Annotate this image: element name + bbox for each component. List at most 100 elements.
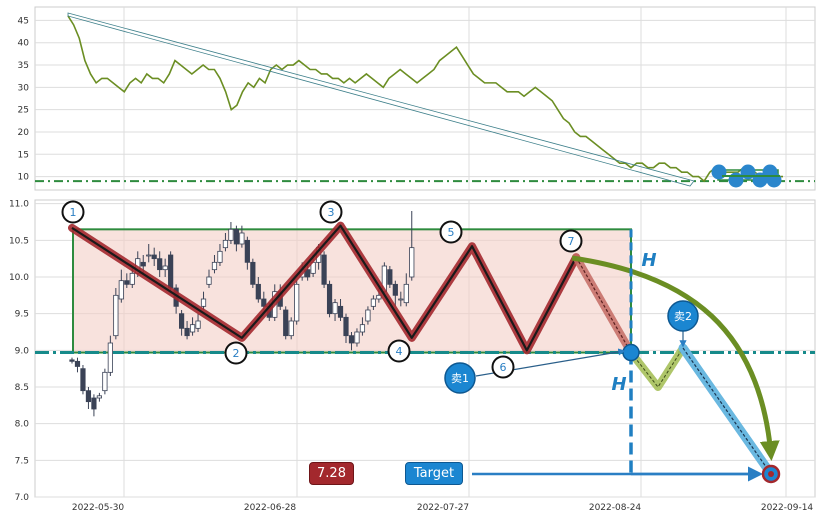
candle-down	[261, 298, 267, 307]
pivot-circle	[224, 341, 248, 365]
candle-down	[283, 309, 289, 337]
candle-up	[211, 261, 218, 271]
candle-up	[189, 324, 196, 333]
pivot-circle	[61, 200, 85, 224]
sell2-marker	[667, 300, 699, 332]
candle-down	[244, 239, 250, 263]
sell1-marker	[444, 362, 476, 394]
breakdown-point	[622, 343, 640, 362]
bottom-y-tick-label: 7.5	[15, 456, 29, 466]
candle-down	[151, 254, 157, 260]
candle-down	[168, 254, 174, 289]
pivot-label: 1	[70, 206, 77, 219]
candle-up	[107, 342, 113, 373]
top-y-tick-label: 20	[18, 128, 30, 138]
candle-up	[113, 294, 119, 337]
candle-up	[200, 298, 207, 307]
bottom-y-tick-label: 7.0	[15, 493, 30, 503]
candle-down	[387, 269, 393, 285]
x-tick-label: 2022-08-24	[589, 503, 642, 513]
height-label-lower: H	[611, 374, 626, 395]
top-price-line	[67, 15, 783, 183]
pivot-circle	[559, 229, 583, 253]
pivot-label: 5	[448, 226, 455, 239]
top-y-tick-label: 30	[18, 83, 30, 93]
top-marker-dot	[711, 164, 727, 180]
candle-up	[118, 280, 124, 300]
target-leg-core	[682, 347, 772, 475]
candle-up	[96, 395, 102, 399]
breakdown-projection-core	[575, 256, 632, 353]
top-trend-arrow	[67, 12, 695, 187]
candle-down	[74, 360, 81, 367]
candle-up	[195, 320, 201, 329]
bottom-y-tick-label: 8.0	[15, 420, 30, 430]
candle-up	[398, 298, 404, 301]
candle-down	[80, 368, 86, 392]
candle-down	[321, 254, 327, 285]
pivot-circle	[387, 339, 411, 363]
price-badge: 7.28	[309, 462, 354, 485]
bottom-y-tick-label: 9.0	[15, 346, 30, 356]
top-y-tick-label: 15	[18, 150, 29, 160]
top-y-tick-label: 10	[18, 173, 30, 183]
candle-up	[376, 294, 382, 300]
pivot-label: 2	[233, 347, 240, 360]
candle-down	[85, 390, 92, 403]
pivot-circle	[439, 220, 463, 244]
candle-up	[228, 228, 234, 241]
x-tick-label: 2022-05-30	[72, 503, 125, 513]
candle-up	[332, 302, 338, 315]
x-tick-label: 2022-06-28	[244, 503, 297, 513]
pivot-circle	[319, 200, 343, 224]
candle-down	[250, 261, 256, 285]
top-y-tick-label: 25	[18, 106, 29, 116]
candle-up	[354, 331, 360, 344]
x-tick-label: 2022-07-27	[417, 503, 469, 513]
candle-up	[206, 276, 212, 285]
bottom-y-tick-label: 8.5	[15, 383, 29, 393]
pullback-path	[627, 345, 687, 391]
candle-up	[129, 272, 135, 285]
candle-down	[348, 335, 355, 344]
zigzag-core	[71, 224, 578, 352]
candle-down	[233, 228, 239, 245]
candle-up	[359, 324, 366, 333]
candle-up	[162, 265, 168, 271]
candle-up	[288, 320, 294, 337]
pivot-label: 4	[396, 345, 403, 358]
candle-down	[69, 359, 75, 362]
candle-down	[178, 313, 185, 329]
candle-down	[255, 283, 261, 300]
candle-down	[305, 269, 311, 278]
x-tick-label: 2022-09-14	[761, 503, 814, 513]
pivot-circle	[491, 355, 515, 379]
top-y-tick-label: 40	[18, 39, 30, 49]
candle-down	[337, 305, 344, 318]
height-label-upper: H	[641, 250, 656, 271]
target-badge: Target	[405, 462, 463, 485]
candle-down	[91, 397, 97, 410]
candle-up	[217, 250, 223, 263]
candle-up	[370, 298, 377, 307]
top-y-tick-label: 45	[18, 16, 29, 26]
candle-up	[409, 247, 415, 278]
top-marker-dot	[766, 172, 782, 188]
candle-down	[157, 258, 163, 271]
bottom-y-tick-label: 11.0	[9, 200, 29, 210]
pivot-label: 6	[500, 361, 507, 374]
candle-up	[222, 239, 229, 249]
target-point-core	[768, 471, 774, 477]
bottom-y-tick-label: 10.0	[9, 273, 29, 283]
candle-down	[343, 316, 349, 337]
pivot-label: 7	[568, 235, 575, 248]
candle-down	[124, 280, 130, 285]
candle-down	[326, 283, 333, 315]
bottom-y-tick-label: 9.5	[15, 310, 29, 320]
sell1-label: 卖1	[451, 372, 469, 385]
candle-down	[140, 261, 146, 267]
top-y-tick-label: 35	[18, 61, 29, 71]
candle-up	[102, 371, 108, 392]
candle-up	[239, 232, 245, 245]
